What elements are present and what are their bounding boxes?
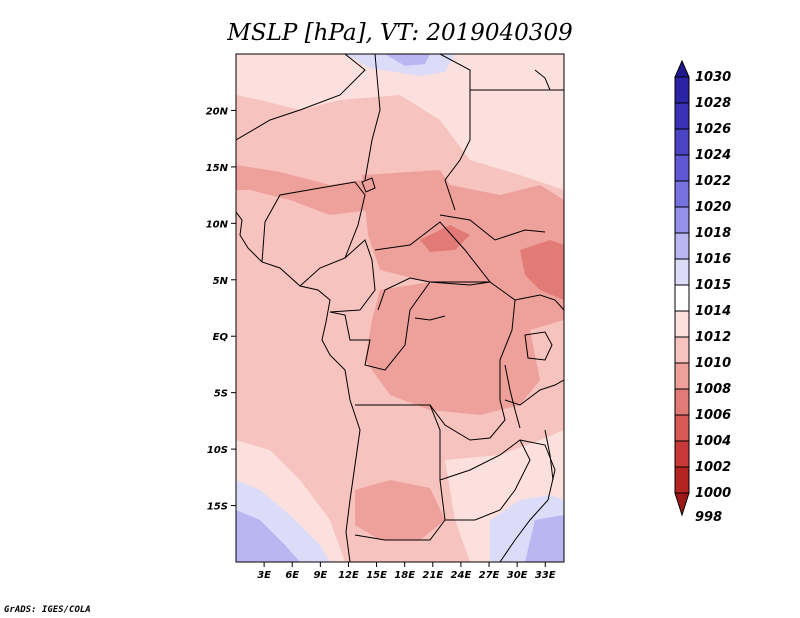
lake-chad <box>361 177 376 193</box>
border-sudan-ssudan <box>439 214 546 241</box>
colorbar-label: 1008 <box>695 382 731 397</box>
colorbar: 1030 1028 1026 1024 1022 1020 1018 1016 1015 1014… <box>674 59 731 525</box>
x-tick-label: 18E <box>394 570 415 581</box>
colorbar-label: 1012 <box>695 330 731 345</box>
colorbar-label: 1010 <box>695 356 731 371</box>
x-tick-label: 27E <box>479 570 500 581</box>
field-1008-ssudan <box>420 225 470 252</box>
colorbar-segment <box>674 180 690 208</box>
colorbar-segment <box>674 76 690 104</box>
border-mozambique <box>499 439 556 562</box>
colorbar-segment <box>674 102 690 130</box>
y-tick-label: 15S <box>207 502 228 513</box>
border-cameroon <box>329 239 376 313</box>
colorbar-segment <box>674 466 690 494</box>
colorbar-label: 998 <box>695 510 722 525</box>
field-1018-southwest <box>236 510 300 562</box>
chart-title: MSLP [hPa], VT: 2019040309 <box>226 20 572 46</box>
colorbar-label: 1030 <box>695 70 731 85</box>
x-tick-label: 33E <box>535 570 556 581</box>
colorbar-label: 1022 <box>695 174 731 189</box>
lake-victoria <box>524 331 553 361</box>
border-gabon-congo <box>329 309 411 371</box>
x-tick-label: 12E <box>338 570 359 581</box>
red-sea-coast <box>534 69 551 91</box>
y-tick-label: 5S <box>214 389 228 400</box>
plot-frame <box>235 53 565 563</box>
border-mali-niger <box>236 54 366 141</box>
y-tick-label: 5N <box>213 276 229 287</box>
colorbar-label: 1006 <box>695 408 731 423</box>
y-tick-label: 15N <box>206 163 229 174</box>
river-congo <box>414 315 446 321</box>
field-1010-angola <box>355 480 445 540</box>
x-tick-label: 3E <box>257 570 271 581</box>
map-panel <box>236 54 564 562</box>
colorbar-segment <box>674 284 690 312</box>
footer-credit: GrADS: IGES/COLA <box>4 605 91 615</box>
field-1018-southeast <box>525 515 564 562</box>
lake-tanganyika <box>504 364 521 429</box>
border-car <box>374 221 491 311</box>
colorbar-segment <box>674 206 690 234</box>
border-niger-chad <box>364 54 381 181</box>
colorbar-label: 1020 <box>695 200 731 215</box>
colorbar-top-arrow <box>674 59 690 78</box>
field-1014-ne <box>470 60 564 150</box>
field-1018-north <box>385 54 430 66</box>
lake-malawi <box>544 429 554 481</box>
y-tick-label: 10S <box>207 445 228 456</box>
border-zambia <box>439 439 531 521</box>
colorbar-segment <box>674 414 690 442</box>
field-1008-east <box>520 240 564 300</box>
y-tick-label: 10N <box>206 219 229 230</box>
colorbar-label: 1028 <box>695 96 731 111</box>
colorbar-segment <box>674 440 690 468</box>
border-nigeria <box>261 181 366 287</box>
colorbar-label: 1000 <box>695 486 731 501</box>
colorbar-bottom-arrow <box>674 492 690 517</box>
border-chad-sudan <box>444 110 471 211</box>
colorbar-label: 1018 <box>695 226 731 241</box>
y-axis: 20N 15N 10N 5N EQ 5S 10S 15S <box>206 106 236 513</box>
colorbar-segment <box>674 362 690 390</box>
x-tick-label: 30E <box>507 570 528 581</box>
field-1010-sahel <box>236 165 370 215</box>
political-borders <box>236 54 564 562</box>
colorbar-segment <box>674 310 690 338</box>
colorbar-segment <box>674 154 690 182</box>
colorbar-segment <box>674 258 690 286</box>
colorbar-label: 1015 <box>695 278 731 293</box>
x-tick-label: 6E <box>285 570 299 581</box>
coastline-west <box>236 211 361 562</box>
colorbar-label: 1002 <box>695 460 731 475</box>
border-tanzania <box>504 379 564 406</box>
border-east <box>514 294 564 311</box>
border-angola <box>354 404 446 541</box>
field-1010-sudan <box>362 170 564 330</box>
colorbar-segment <box>674 336 690 364</box>
x-tick-label: 9E <box>313 570 327 581</box>
x-tick-label: 21E <box>422 570 443 581</box>
x-axis: 3E 6E 9E 12E 15E 18E 21E 24E 27E 30E 33E <box>257 562 556 581</box>
border-drc <box>355 281 516 441</box>
colorbar-label: 1024 <box>695 148 731 163</box>
x-tick-label: 24E <box>451 570 472 581</box>
x-tick-label: 15E <box>366 570 387 581</box>
field-1016-north <box>345 54 455 76</box>
y-tick-label: 20N <box>206 106 229 117</box>
colorbar-segment <box>674 232 690 260</box>
colorbar-segment <box>674 128 690 156</box>
colorbar-label: 1004 <box>695 434 731 449</box>
colorbar-segment <box>674 388 690 416</box>
colorbar-label: 1014 <box>695 304 731 319</box>
y-tick-label: EQ <box>213 332 229 343</box>
colorbar-label: 1016 <box>695 252 731 267</box>
colorbar-label: 1026 <box>695 122 731 137</box>
